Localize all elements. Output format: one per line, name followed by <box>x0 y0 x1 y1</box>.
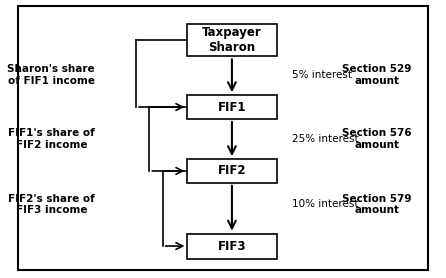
Text: 5% interest: 5% interest <box>292 70 352 80</box>
Text: FIF1's share of
FIF2 income: FIF1's share of FIF2 income <box>8 128 95 150</box>
Text: FIF3: FIF3 <box>218 240 246 252</box>
Text: Taxpayer
Sharon: Taxpayer Sharon <box>202 26 262 54</box>
Bar <box>187 234 277 259</box>
Bar <box>187 95 277 119</box>
Text: Sharon's share
of FIF1 income: Sharon's share of FIF1 income <box>8 64 95 86</box>
Text: Section 579
amount: Section 579 amount <box>342 193 412 215</box>
Text: Section 529
amount: Section 529 amount <box>342 64 412 86</box>
Text: FIF2: FIF2 <box>218 165 246 177</box>
Text: FIF1: FIF1 <box>218 101 246 113</box>
Bar <box>187 24 277 56</box>
Text: 25% interest: 25% interest <box>292 134 359 144</box>
Text: FIF2's share of
FIF3 income: FIF2's share of FIF3 income <box>8 193 95 215</box>
Bar <box>187 159 277 183</box>
Text: 10% interest: 10% interest <box>292 199 359 209</box>
Text: Section 576
amount: Section 576 amount <box>342 128 412 150</box>
